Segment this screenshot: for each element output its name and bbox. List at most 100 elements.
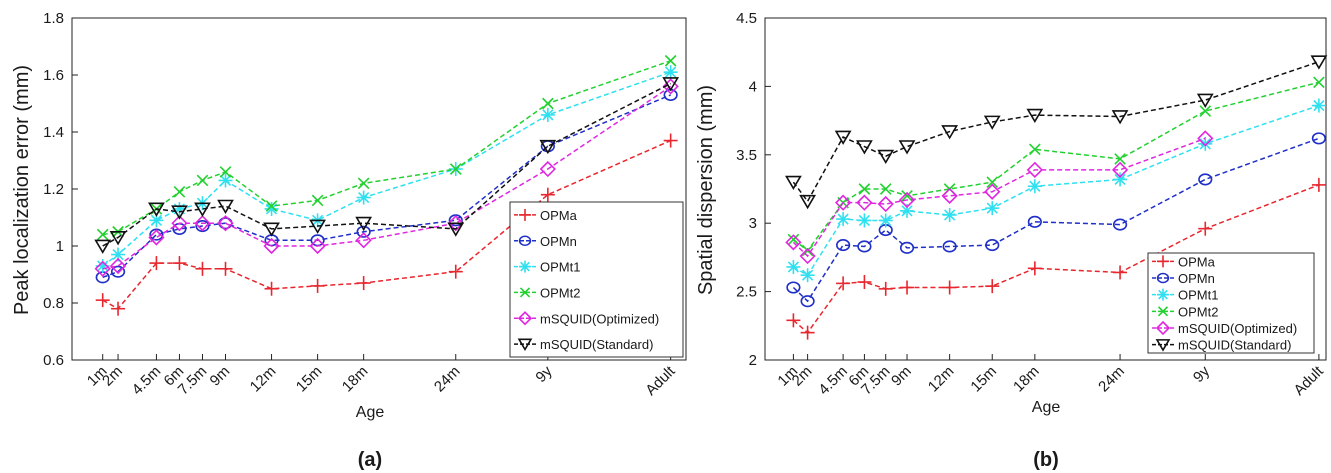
chart-b-data-point — [1198, 136, 1213, 151]
chart-b-data-point — [836, 239, 851, 252]
chart-b-data-point — [785, 175, 802, 191]
chart-b-data-point — [800, 268, 815, 283]
chart-a-data-point — [355, 216, 373, 232]
chart-b-data-point — [834, 130, 852, 145]
chart-b-series-5 — [785, 55, 1328, 210]
chart-a-legend-marker — [519, 260, 531, 273]
chart-a-data-point — [540, 187, 555, 202]
chart-b-data-point — [879, 183, 892, 195]
chart-b-data-point — [836, 212, 851, 227]
chart-b-xtick-label: 12m — [925, 363, 958, 396]
chart-a-data-point — [309, 237, 326, 255]
chart-b-panel-label: (b) — [1033, 449, 1059, 471]
chart-a-data-point — [110, 265, 126, 278]
chart-b-data-point — [1311, 132, 1326, 145]
chart-a-data-point — [263, 222, 280, 237]
chart-a-ytick-label: 0.6 — [43, 352, 64, 369]
chart-b-ylabel: Spatial dispersion (mm) — [695, 85, 717, 295]
chart-b-data-point — [983, 115, 1001, 130]
chart-b-data-point — [878, 213, 893, 228]
chart-a-ylabel: Peak localization error (mm) — [11, 65, 33, 315]
chart-b-data-point — [858, 183, 871, 195]
chart-a-legend-marker — [519, 287, 531, 298]
chart-a-xtick-label: Adult — [642, 362, 679, 399]
chart-b-data-point — [785, 234, 802, 251]
chart-b-legend-label: OPMn — [1178, 271, 1215, 286]
chart-b-legend-item: OPMn — [1152, 271, 1215, 286]
chart-a-legend-marker — [517, 311, 533, 326]
chart-a-data-point — [94, 260, 111, 277]
chart-a-ytick-label: 1.8 — [43, 10, 64, 27]
chart-a-ytick-label: 1.2 — [43, 181, 64, 198]
chart-b-data-point — [985, 201, 1000, 216]
chart-a-data-point — [263, 237, 280, 255]
chart-b-data-point — [1111, 110, 1129, 125]
chart-a-series-line — [102, 85, 672, 270]
chart-a-legend-item: mSQUID(Standard) — [514, 337, 653, 352]
chart-b-xlabel: Age — [1032, 399, 1061, 416]
chart-a-data-point — [218, 173, 233, 188]
chart-b-legend-item: OPMa — [1152, 254, 1216, 269]
chart-b-data-point — [1310, 55, 1328, 70]
chart-a-data-point — [219, 166, 232, 178]
chart-b-legend-marker — [1155, 339, 1171, 352]
chart-b-data-point — [1113, 265, 1128, 280]
chart-b-ytick-label: 3.5 — [736, 147, 757, 164]
chart-a-data-point — [148, 229, 165, 246]
chart-a-data-point — [447, 222, 465, 237]
chart-b-data-point — [986, 176, 999, 188]
chart-b-data-point — [787, 233, 800, 246]
chart-a-legend-item: mSQUID(Optimized) — [514, 311, 659, 326]
chart-b-legend-marker — [1157, 306, 1169, 317]
chart-b-data-point — [1113, 172, 1128, 187]
chart-a-data-point — [662, 78, 679, 95]
chart-b-data-point — [799, 194, 817, 210]
chart-b-ytick-label: 2 — [749, 352, 757, 369]
chart-b-data-point — [786, 281, 801, 294]
chart-a-data-point — [173, 186, 186, 198]
chart-b-data-point — [1112, 218, 1128, 231]
chart-b-ytick-label: 3 — [749, 215, 757, 232]
chart-a-legend: OPMa OPMn OPMt1 OPMt2 mSQUID(Optimized) mSQUI… — [509, 201, 684, 358]
chart-a-data-point — [265, 200, 278, 212]
chart-b-data-point — [1313, 76, 1325, 89]
chart-a-legend-item: OPMa — [514, 208, 578, 223]
chart-b-data-point — [857, 213, 872, 228]
chart-a-legend-item: OPMn — [514, 234, 577, 249]
chart-a-series-0 — [95, 133, 678, 316]
chart-b-data-point — [901, 190, 913, 202]
chart-b-data-point — [834, 194, 852, 211]
chart-a-data-point — [447, 215, 464, 232]
chart-b-legend-label: OPMt2 — [1178, 304, 1218, 319]
chart-b-data-point — [1111, 161, 1129, 178]
chart-b-data-point — [942, 280, 957, 295]
chart-b-data-point — [836, 276, 851, 291]
chart-a-data-point — [539, 160, 556, 178]
chart-a-data-point — [194, 202, 211, 217]
chart-a-series-line — [102, 82, 671, 247]
chart-b-data-point — [1199, 105, 1212, 117]
chart-b-legend-label: OPMt1 — [1178, 288, 1218, 303]
chart-b-ytick-label: 4.5 — [736, 10, 757, 27]
chart-b-data-point — [856, 194, 873, 211]
chart-a-data-point — [448, 264, 463, 279]
chart-b-legend-label: OPMa — [1178, 254, 1216, 269]
chart-a-data-point — [109, 257, 127, 275]
chart-b-series-4 — [785, 130, 1214, 265]
chart-b-data-point — [800, 325, 815, 340]
chart-b-legend-marker — [1156, 272, 1170, 284]
chart-a-legend-item: OPMt2 — [514, 285, 580, 300]
chart-b-data-point — [857, 275, 872, 290]
chart-b-data-point — [877, 195, 894, 213]
chart-b-data-point — [941, 187, 958, 204]
chart-b-xtick-label: 4.5m — [815, 363, 851, 399]
chart-a-ytick-label: 1 — [56, 238, 64, 255]
chart-b-series-line — [792, 137, 1206, 258]
chart-b-plot-frame — [764, 17, 1327, 361]
chart-b-series-2 — [786, 98, 1326, 283]
chart-b-legend-item: OPMt1 — [1152, 288, 1218, 303]
chart-a-data-point — [172, 256, 187, 271]
chart-b-data-point — [942, 240, 957, 253]
chart-b-data-point — [1196, 93, 1214, 108]
